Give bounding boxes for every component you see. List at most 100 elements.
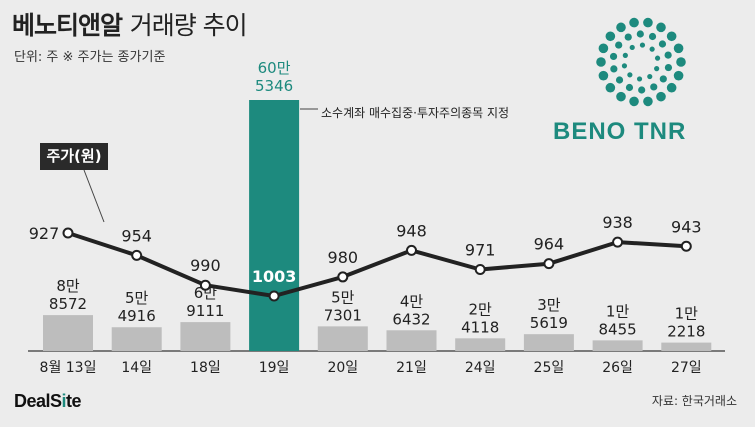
price-label: 980 xyxy=(328,248,359,267)
volume-label-top: 3만 xyxy=(537,296,561,314)
logo-dot xyxy=(664,63,673,72)
volume-bar xyxy=(455,338,506,351)
price-label: 964 xyxy=(534,235,565,254)
price-label: 1003 xyxy=(252,267,297,286)
x-tick-label: 24일 xyxy=(465,360,496,376)
logo-dot xyxy=(659,75,667,83)
price-label: 954 xyxy=(121,226,152,245)
volume-label-top: 8만 xyxy=(56,277,80,295)
volume-label-top: 5만 xyxy=(125,289,149,307)
legend-leader xyxy=(83,169,105,223)
price-point xyxy=(268,290,280,302)
logo-dot xyxy=(625,83,634,92)
logo-dot xyxy=(650,83,658,91)
logo-dot xyxy=(656,22,666,33)
price-label: 971 xyxy=(465,240,496,259)
logo-dot xyxy=(638,86,646,94)
volume-label-bottom: 4916 xyxy=(118,307,156,325)
logo-dot xyxy=(636,30,644,38)
logo-dot xyxy=(666,82,677,93)
volume-label-top: 2만 xyxy=(469,300,493,318)
volume-label-bottom: 6432 xyxy=(392,310,430,328)
logo-dot xyxy=(666,31,677,42)
volume-label-top: 60만 xyxy=(258,59,291,77)
price-label: 938 xyxy=(602,213,633,232)
logo-dot xyxy=(621,63,628,69)
volume-bar xyxy=(661,342,712,351)
price-label: 948 xyxy=(396,221,427,240)
volume-label-bottom: 5619 xyxy=(530,314,568,332)
volume-label-top: 6만 xyxy=(194,284,218,302)
logo-dot xyxy=(643,96,653,107)
x-tick-label: 14일 xyxy=(121,360,152,376)
beno-logo-icon xyxy=(596,17,686,107)
price-line xyxy=(67,231,687,298)
price-point xyxy=(612,236,624,248)
price-labels: 927 954 990 1003 980 948 971 964 938 943 xyxy=(29,213,702,286)
x-tick-label: 20일 xyxy=(327,360,358,376)
volume-bar xyxy=(43,315,93,351)
logo-dot xyxy=(629,96,639,107)
logo-dot xyxy=(656,91,666,102)
volume-label-top: 1만 xyxy=(675,305,699,323)
volume-label-top: 4만 xyxy=(400,292,424,310)
logo-dot xyxy=(654,66,660,72)
volume-bar xyxy=(523,334,574,351)
logo-dot xyxy=(624,33,632,41)
price-line-group xyxy=(62,227,692,302)
x-tick-label: 25일 xyxy=(534,360,565,376)
volume-bar xyxy=(317,326,368,351)
logo-dot xyxy=(654,55,661,61)
unit-note: 단위: 주 ※ 주가는 종가기준 xyxy=(14,50,166,65)
bars xyxy=(43,100,712,351)
logo-dot xyxy=(673,43,684,54)
price-label: 943 xyxy=(671,217,702,236)
legend-price: 주가(원) xyxy=(40,143,108,170)
logo-text: BENO TNR xyxy=(553,118,687,145)
logo-dot xyxy=(636,76,643,82)
price-point xyxy=(62,227,74,239)
volume-bar-highlight xyxy=(249,100,300,351)
volume-label-top: 1만 xyxy=(606,302,630,320)
price-label: 990 xyxy=(190,256,221,275)
volume-label-bottom: 7301 xyxy=(324,306,362,324)
volume-label-bottom: 4118 xyxy=(461,318,499,336)
logo-dot xyxy=(676,57,686,67)
volume-bar xyxy=(386,330,437,351)
price-label: 927 xyxy=(29,224,60,243)
logo-dot xyxy=(658,40,667,48)
volume-label-bottom: 9111 xyxy=(186,302,224,320)
x-tick-label: 19일 xyxy=(259,360,290,376)
annotation-text: 소수계좌 매수집중·투자주의종목 지정 xyxy=(321,106,510,120)
price-point xyxy=(474,263,486,275)
logo-dot xyxy=(629,17,639,28)
logo-dot xyxy=(622,52,628,58)
price-point xyxy=(406,244,417,256)
brand-logo: DealSite xyxy=(14,391,82,411)
price-point xyxy=(131,249,143,261)
logo-dot xyxy=(629,44,635,51)
logo-dot xyxy=(648,32,657,41)
x-tick-label: 26일 xyxy=(602,360,633,376)
logo-dot xyxy=(598,43,609,54)
x-tick-label: 18일 xyxy=(190,360,221,376)
logo-dot xyxy=(610,65,618,73)
logo-dot xyxy=(596,57,606,67)
logo-dot xyxy=(616,91,626,102)
logo-dot xyxy=(616,22,626,33)
logo-dot xyxy=(643,17,653,28)
logo-dot xyxy=(605,31,616,42)
logo-dot xyxy=(598,70,609,81)
logo-dot xyxy=(615,76,624,84)
volume-label-bottom: 2218 xyxy=(667,323,705,341)
volume-bar xyxy=(111,327,162,351)
volume-bar xyxy=(592,340,643,351)
x-tick-label: 21일 xyxy=(396,360,427,376)
x-tick-label: 27일 xyxy=(671,360,702,376)
volume-label-bottom: 8572 xyxy=(49,295,87,313)
logo-dot xyxy=(605,82,616,93)
price-point xyxy=(680,240,692,252)
logo-dot xyxy=(649,46,655,52)
